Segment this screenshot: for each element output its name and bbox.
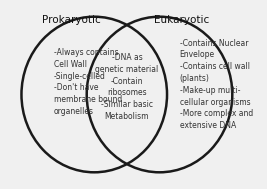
Text: -Always contains
Cell Wall
-Single-celled
-Don't have
membrane bound
organelles: -Always contains Cell Wall -Single-celle… (54, 48, 122, 116)
Text: -Contains Nuclear
Envelope
-Contains cell wall
(plants)
-Make-up multi-
cellular: -Contains Nuclear Envelope -Contains cel… (180, 39, 253, 130)
Text: Eukaryotic: Eukaryotic (155, 15, 210, 26)
Text: -DNA as
genetic material
-Contain
ribosomes
-Similar basic
Metabolism: -DNA as genetic material -Contain riboso… (95, 53, 159, 121)
Text: Prokaryotic: Prokaryotic (42, 15, 101, 26)
